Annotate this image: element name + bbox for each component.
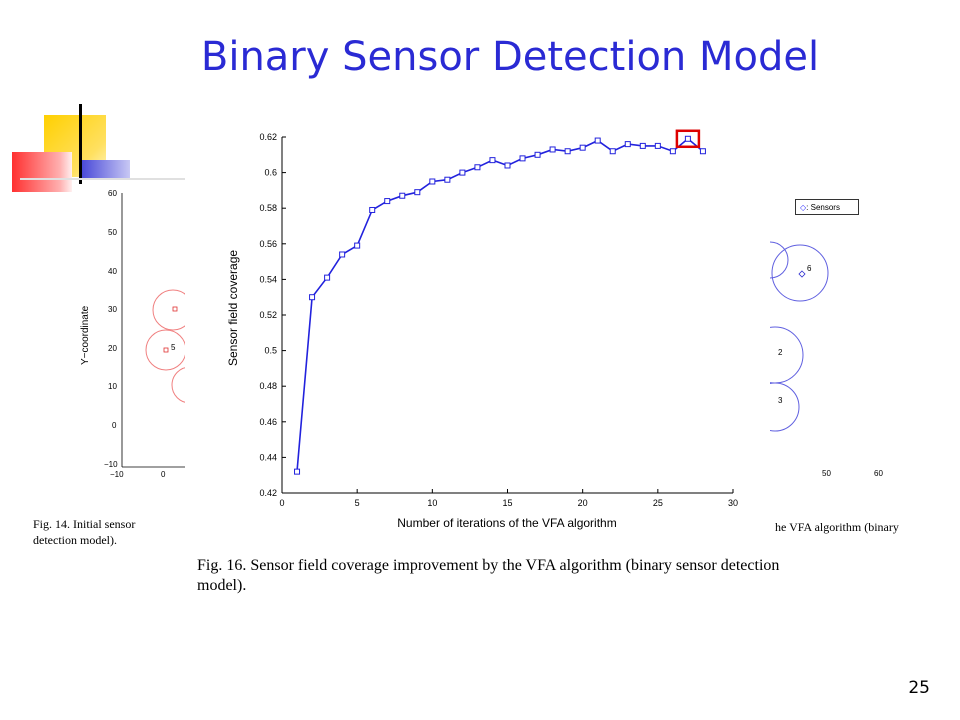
y-tick-label: 0.42: [259, 488, 277, 498]
left-ytick: 60: [108, 189, 117, 198]
y-tick-label: 0.48: [259, 381, 277, 391]
coverage-series-line: [296, 137, 704, 472]
left-caption-line1: Fig. 14. Initial sensor: [33, 517, 136, 531]
left-ytick: 20: [108, 344, 117, 353]
right-xtick: 50: [822, 469, 831, 478]
right-figure: 6 2 3 50 60: [770, 241, 883, 478]
decor-vertical-line: [79, 104, 82, 184]
right-point-label: 2: [778, 348, 783, 357]
x-tick-label: 25: [653, 498, 663, 508]
data-point: [684, 135, 691, 142]
left-sensor-marker: [172, 306, 178, 312]
right-sensor-circle: [770, 382, 800, 432]
y-tick-label: 0.5: [264, 346, 277, 356]
data-point: [444, 176, 451, 183]
y-tick-label: 0.56: [259, 239, 277, 249]
y-tick-label: 0.46: [259, 417, 277, 427]
data-point: [414, 189, 421, 196]
data-point: [354, 242, 361, 249]
right-sensor-circle: [770, 326, 804, 384]
y-tick-label: 0.62: [259, 132, 277, 142]
data-point: [309, 294, 316, 301]
x-tick-label: 30: [728, 498, 738, 508]
left-figure-caption: Fig. 14. Initial sensor detection model).: [33, 516, 183, 548]
data-point: [489, 157, 496, 164]
data-point: [339, 251, 346, 258]
y-tick-label: 0.54: [259, 274, 277, 284]
left-ytick: 50: [108, 228, 117, 237]
data-point: [459, 169, 466, 176]
data-point: [639, 142, 646, 149]
right-sensor-circle: [771, 244, 829, 302]
x-tick-label: 10: [427, 498, 437, 508]
data-point: [594, 137, 601, 144]
left-sensor-marker: [163, 347, 169, 353]
right-xtick: 60: [874, 469, 883, 478]
left-ytick: −10: [104, 460, 118, 469]
x-tick-label: 15: [502, 498, 512, 508]
left-point-label: 5: [171, 343, 176, 352]
right-figure-caption: he VFA algorithm (binary: [775, 520, 899, 534]
data-point: [399, 192, 406, 199]
chart-series: [294, 129, 706, 475]
data-point: [429, 178, 436, 185]
decor-horizontal-line: [20, 178, 190, 180]
left-ytick: 40: [108, 267, 117, 276]
right-sensor-circle: [770, 241, 789, 279]
right-point-label: 6: [807, 264, 812, 273]
decor-red-square: [12, 152, 72, 192]
x-tick-label: 5: [355, 498, 360, 508]
right-sensor-marker: [798, 270, 806, 278]
x-tick-label: 0: [279, 498, 284, 508]
left-xtick: 0: [161, 470, 166, 479]
data-point: [654, 142, 661, 149]
data-point: [669, 148, 676, 155]
right-legend-label: : Sensors: [806, 203, 840, 212]
data-point: [519, 155, 526, 162]
data-point: [549, 146, 556, 153]
main-figure-caption: Fig. 16. Sensor field coverage improveme…: [197, 557, 780, 594]
highlight-box: [675, 129, 701, 149]
left-sensor-circle: [145, 329, 187, 371]
left-ylabel: Y−coordinate: [80, 305, 91, 365]
y-tick-label: 0.58: [259, 203, 277, 213]
slide-title: Binary Sensor Detection Model: [200, 34, 820, 80]
right-point-label: 3: [778, 396, 783, 405]
decor-blue-square: [82, 160, 130, 178]
data-point: [384, 198, 391, 205]
data-point: [294, 468, 301, 475]
diamond-icon: ◇: [800, 203, 807, 212]
data-point: [369, 206, 376, 213]
x-tick-label: 20: [578, 498, 588, 508]
data-point: [579, 144, 586, 151]
coverage-chart: 0.42 0.44 0.46 0.48 0.5 0.52 0.54 0.56 0.58 0.6 0.…: [185, 125, 745, 545]
left-caption-line2: detection model).: [33, 533, 117, 547]
y-tick-label: 0.44: [259, 452, 277, 462]
data-point: [534, 151, 541, 158]
data-point: [504, 162, 511, 169]
data-point: [564, 148, 571, 155]
data-point: [699, 148, 706, 155]
left-ytick: 0: [112, 421, 117, 430]
y-tick-label: 0.52: [259, 310, 277, 320]
page-number: 25: [908, 678, 930, 698]
right-legend: ◇: Sensors: [795, 199, 859, 215]
left-ytick: 30: [108, 305, 117, 314]
data-point: [609, 148, 616, 155]
chart-xlabel: Number of iterations of the VFA algorith…: [397, 516, 616, 530]
chart-axes: 0.42 0.44 0.46 0.48 0.5 0.52 0.54 0.56 0.58 0.6 0.…: [259, 132, 738, 508]
data-point: [324, 274, 331, 281]
chart-ylabel: Sensor field coverage: [226, 250, 240, 366]
left-ytick: 10: [108, 382, 117, 391]
data-point: [474, 164, 481, 171]
data-point: [624, 141, 631, 148]
y-tick-label: 0.6: [264, 168, 277, 178]
left-xtick: −10: [110, 470, 124, 479]
